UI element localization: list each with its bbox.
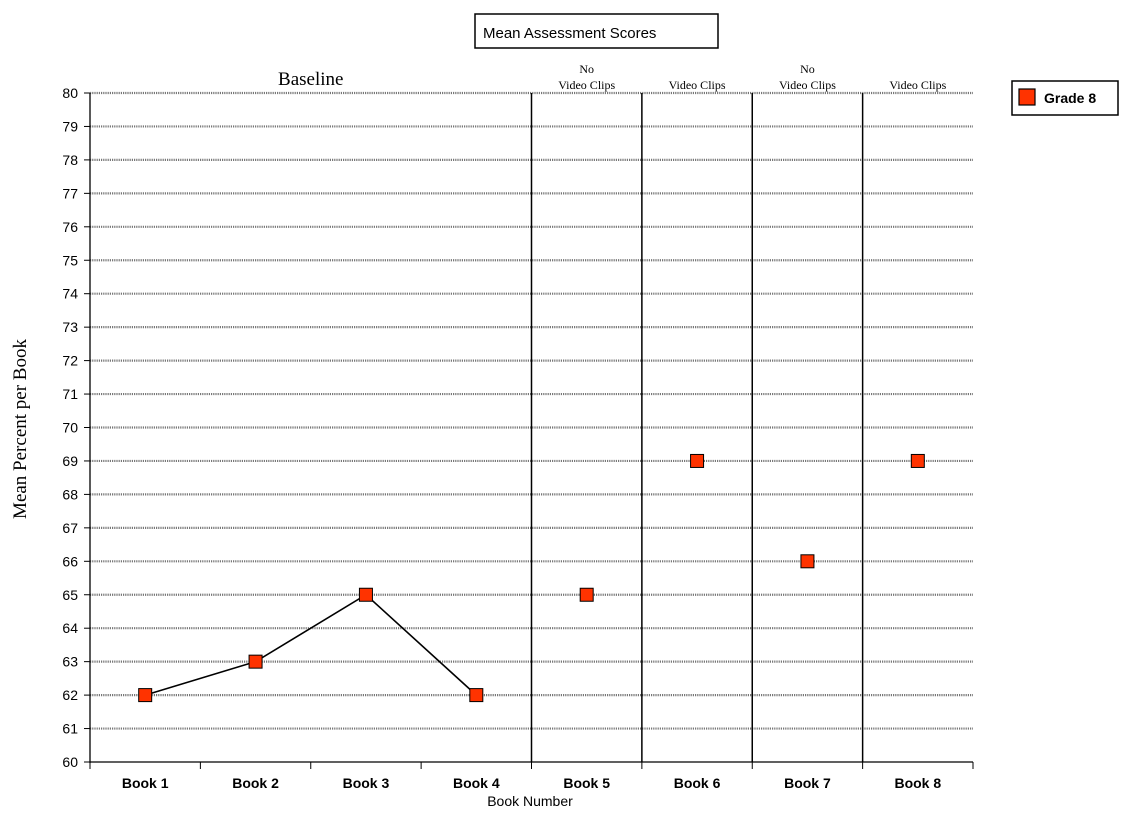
series-line: [144, 593, 477, 696]
phase-labels: Baseline No Video Clips Video Clips No Video …: [278, 62, 947, 92]
phase-label: Video Clips: [889, 78, 946, 92]
data-point: [579, 587, 594, 602]
x-axis-label: Book Number: [487, 793, 573, 809]
y-tick-label: 63: [62, 654, 78, 670]
y-tick-label: 61: [62, 721, 78, 737]
legend: Grade 8: [1011, 80, 1119, 116]
x-tick-label: Book 2: [232, 775, 279, 791]
y-tick-label: 67: [62, 520, 78, 536]
x-axis-ticks: Book 1 Book 2 Book 3 Book 4 Book 5 Book 6 Book…: [89, 762, 974, 791]
y-tick-label: 69: [62, 453, 78, 469]
phase-change-lines: [530, 93, 864, 762]
data-point: [800, 554, 815, 569]
y-tick-label: 62: [62, 687, 78, 703]
phase-label: Video Clips: [558, 78, 615, 92]
y-tick-label: 77: [62, 185, 78, 201]
x-tick-label: Book 1: [122, 775, 169, 791]
x-tick-label: Book 3: [343, 775, 390, 791]
y-tick-label: 75: [62, 252, 78, 268]
legend-label-grade-8: Grade 8: [1044, 90, 1096, 106]
series-grade-8: [138, 453, 925, 703]
y-tick-label: 65: [62, 587, 78, 603]
y-tick-label: 74: [62, 286, 78, 302]
y-tick-label: 78: [62, 152, 78, 168]
x-tick-label: Book 4: [453, 775, 500, 791]
y-tick-label: 60: [62, 754, 78, 770]
y-tick-label: 73: [62, 319, 78, 335]
y-tick-label: 79: [62, 118, 78, 134]
y-axis-ticks: 60 61 62 63 64 65 66 67 68 69 70 71 72 73 74 75 76 77 78 79…: [62, 85, 90, 770]
chart-title: Mean Assessment Scores: [483, 25, 656, 42]
data-point: [469, 688, 484, 703]
y-tick-label: 66: [62, 553, 78, 569]
y-tick-label: 72: [62, 353, 78, 369]
gridlines: [90, 91, 973, 730]
y-tick-label: 71: [62, 386, 78, 402]
y-tick-label: 76: [62, 219, 78, 235]
data-point: [690, 453, 705, 468]
y-tick-label: 70: [62, 420, 78, 436]
y-tick-label: 80: [62, 85, 78, 101]
y-tick-label: 68: [62, 486, 78, 502]
y-tick-label: 64: [62, 620, 78, 636]
phase-label: Video Clips: [779, 78, 836, 92]
y-axis-label: Mean Percent per Book: [10, 339, 31, 519]
data-point: [248, 654, 263, 669]
phase-label: Video Clips: [669, 78, 726, 92]
legend-marker-grade-8: [1018, 88, 1036, 106]
data-point: [910, 453, 925, 468]
x-tick-label: Book 5: [563, 775, 610, 791]
data-point: [138, 688, 153, 703]
chart-title-box: Mean Assessment Scores: [474, 13, 719, 49]
phase-label-baseline: Baseline: [278, 69, 343, 90]
x-tick-label: Book 6: [674, 775, 721, 791]
x-tick-label: Book 8: [894, 775, 941, 791]
phase-label: No: [579, 62, 594, 76]
data-point: [358, 587, 373, 602]
x-tick-label: Book 7: [784, 775, 831, 791]
phase-label: No: [800, 62, 815, 76]
